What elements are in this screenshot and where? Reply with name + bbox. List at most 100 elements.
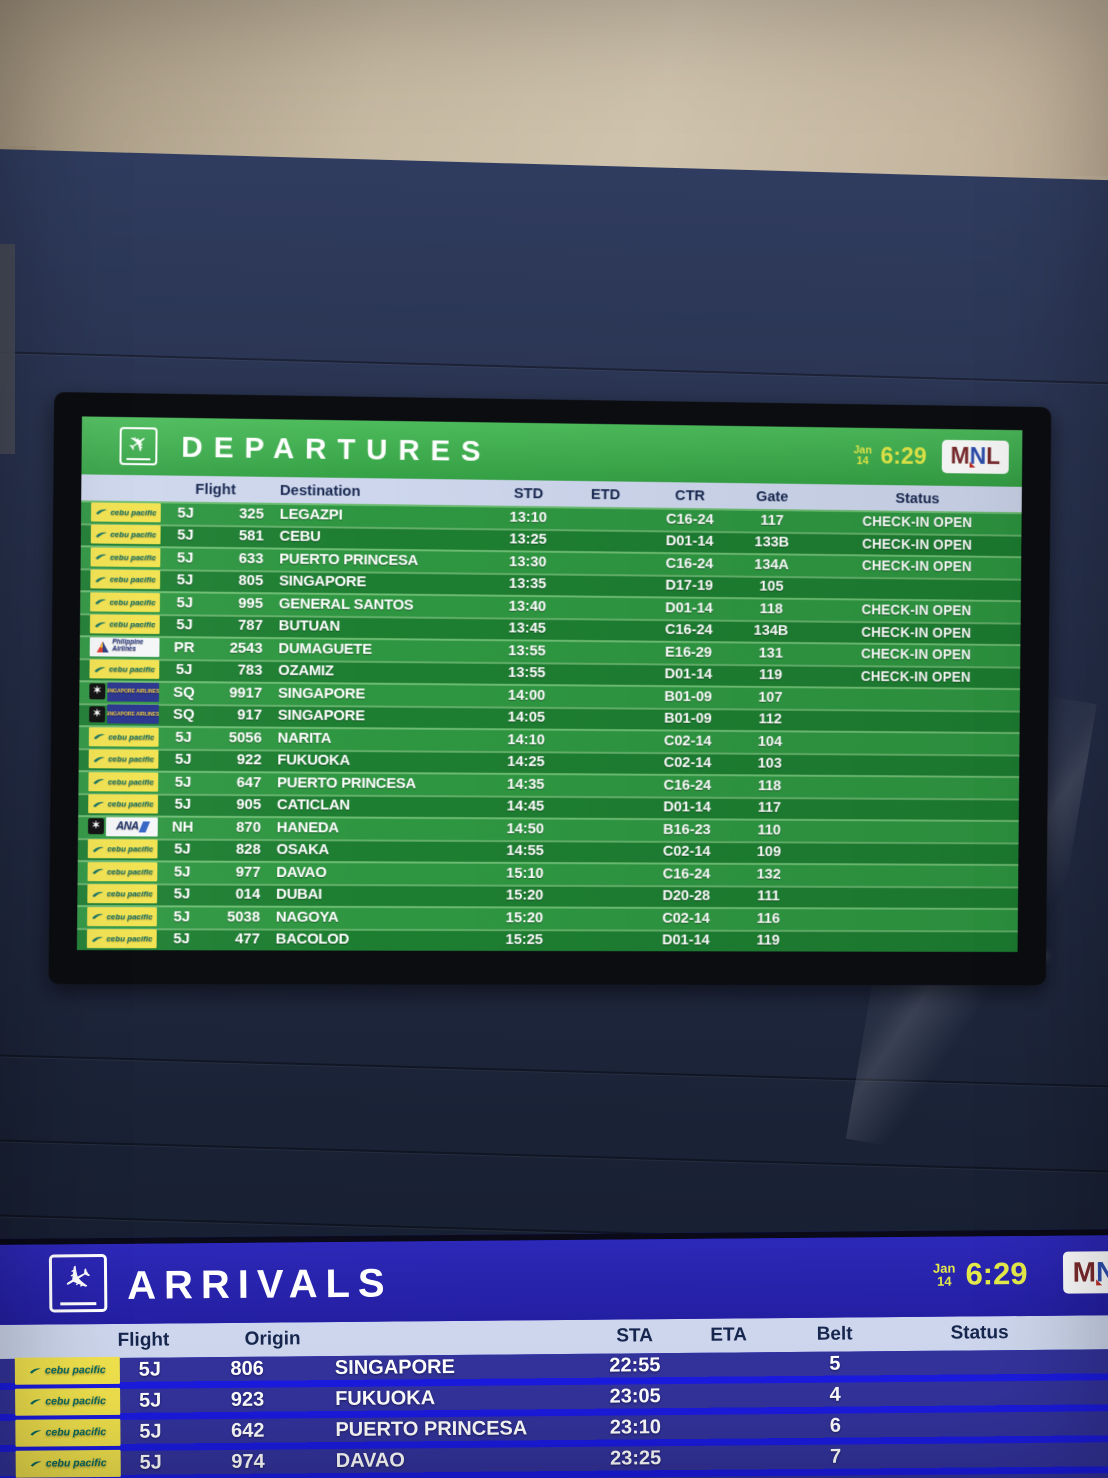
airline-name: cebu pacific (44, 1364, 106, 1377)
date-day: 14 (856, 455, 869, 468)
origin: FUKUOKA (335, 1386, 436, 1410)
arrivals-clock: Jan 14 6:29 (933, 1252, 1028, 1297)
col-belt: Belt (816, 1323, 853, 1345)
cebu-logo: cebu pacific (15, 1418, 121, 1447)
etd-time (561, 695, 647, 696)
destination: DAVAO (276, 863, 327, 881)
departure-row: cebu pacific 5J 5038 NAGOYA 15:20 C02-14 116 (77, 905, 1018, 930)
checkin-counter: D01-14 (664, 665, 713, 683)
std-time: 14:35 (506, 775, 545, 793)
gate: 111 (757, 887, 780, 905)
swoosh-icon (96, 555, 108, 561)
flight-carrier: 5J (176, 571, 194, 589)
etd-time (561, 629, 647, 630)
std-time: 15:10 (506, 864, 544, 882)
departures-title: DEPARTURES (181, 430, 492, 468)
cebu-logo-cell: cebu pacific (77, 929, 163, 949)
destination: PUERTO PRINCESA (279, 550, 419, 569)
col-flight: Flight (117, 1329, 170, 1351)
gate: 119 (756, 932, 780, 949)
flight-carrier: 5J (175, 661, 193, 679)
etd-time (562, 584, 648, 585)
destination: BACOLOD (275, 930, 350, 948)
ana-logo: ANA (105, 817, 158, 837)
status: CHECK-IN OPEN (861, 557, 972, 575)
swoosh-icon (94, 757, 106, 763)
airline-name: cebu pacific (45, 1395, 107, 1408)
departure-row: cebu pacific 5J 977 DAVAO 15:10 C16-24 132 (77, 860, 1019, 887)
plane-glyph: ✈ (56, 1255, 101, 1303)
date-day: 14 (937, 1273, 952, 1289)
swoosh-icon (95, 577, 107, 583)
checkin-counter: C16-24 (665, 554, 714, 573)
airline-name: cebu pacific (109, 619, 156, 630)
star-alliance-icon: ✶ (87, 818, 105, 835)
status (902, 1393, 1058, 1394)
cebu-logo-cell: cebu pacific (80, 614, 166, 635)
status: CHECK-IN OPEN (861, 623, 972, 641)
gate: 103 (757, 755, 782, 772)
sq-logo-cell: ✶ SINGAPORE AIRLINES (79, 704, 165, 725)
departure-row: cebu pacific 5J 5056 NARITA 14:10 C02-14 104 (78, 725, 1020, 755)
gate: 134B (753, 622, 789, 640)
cebu-logo: cebu pacific (90, 524, 161, 545)
gate: 119 (758, 666, 783, 684)
mnl-letter: L (986, 443, 1001, 470)
ana-logo-cell: ✶ ANA (78, 817, 164, 837)
status: CHECK-IN OPEN (862, 535, 973, 553)
gate: 105 (759, 578, 784, 595)
departure-row: cebu pacific 5J 805 SINGAPORE 13:35 D17-19 105 (80, 567, 1022, 601)
std-time: 13:25 (509, 530, 547, 549)
checkin-counter: B01-09 (663, 710, 712, 728)
airline-name: cebu pacific (109, 552, 157, 562)
checkin-counter: D17-19 (665, 576, 714, 595)
departure-row: cebu pacific 5J 905 CATICLAN 14:45 D01-14 117 (78, 792, 1019, 821)
cebu-logo-cell: cebu pacific (81, 502, 167, 523)
col-sta: STA (616, 1325, 653, 1347)
flight-carrier: 5J (176, 616, 193, 634)
destination: NARITA (277, 729, 332, 747)
destination: LEGAZPI (279, 505, 343, 524)
flight-number: 805 (238, 572, 264, 590)
cebu-logo-cell: cebu pacific (78, 794, 164, 814)
swoosh-icon (96, 510, 108, 516)
departures-monitor: ✈ DEPARTURES Jan 14 6:29 M N L (48, 392, 1052, 986)
destination: DUMAGUETE (278, 639, 373, 658)
belt: 6 (829, 1414, 842, 1437)
std-time: 14:45 (506, 797, 545, 815)
swoosh-icon (92, 869, 104, 875)
cebu-logo: cebu pacific (15, 1387, 121, 1416)
departure-plane-icon: ✈ (119, 426, 158, 466)
checkin-counter: D01-14 (661, 931, 710, 949)
date-display: Jan 14 (933, 1261, 956, 1289)
gate: 116 (756, 909, 781, 927)
status (809, 918, 1018, 919)
flight-carrier: 5J (173, 863, 191, 881)
eta-time (691, 1457, 769, 1458)
cebu-logo-cell: cebu pacific (0, 1356, 126, 1385)
mnl-letter: M (1072, 1256, 1097, 1288)
checkin-counter: C16-24 (662, 865, 711, 883)
destination: HANEDA (276, 818, 339, 837)
cebu-logo-cell: cebu pacific (79, 659, 165, 680)
std-time: 13:55 (508, 642, 546, 660)
checkin-counter: C02-14 (662, 909, 710, 927)
pal-logo: Philippine Airlines (89, 637, 160, 657)
departure-row: cebu pacific 5J 581 CEBU 13:25 D01-14 133B CHEC… (80, 522, 1022, 557)
sta-time: 22:55 (609, 1353, 661, 1377)
flight-carrier: 5J (139, 1451, 162, 1474)
status (810, 742, 1019, 743)
cebu-logo: cebu pacific (87, 839, 158, 859)
belt: 5 (829, 1352, 841, 1375)
star-alliance-icon: ✶ (89, 683, 106, 700)
swoosh-icon (92, 914, 104, 920)
airline-name: SINGAPORE AIRLINES (106, 711, 159, 718)
flight-number: 977 (235, 863, 261, 881)
flight-number: 642 (230, 1419, 265, 1442)
flight-number: 828 (235, 841, 261, 859)
std-time: 13:40 (508, 597, 547, 615)
cebu-logo-cell: cebu pacific (77, 884, 163, 904)
cebu-logo: cebu pacific (89, 614, 160, 635)
checkin-counter: C02-14 (662, 843, 711, 861)
flight-carrier: 5J (175, 728, 192, 746)
